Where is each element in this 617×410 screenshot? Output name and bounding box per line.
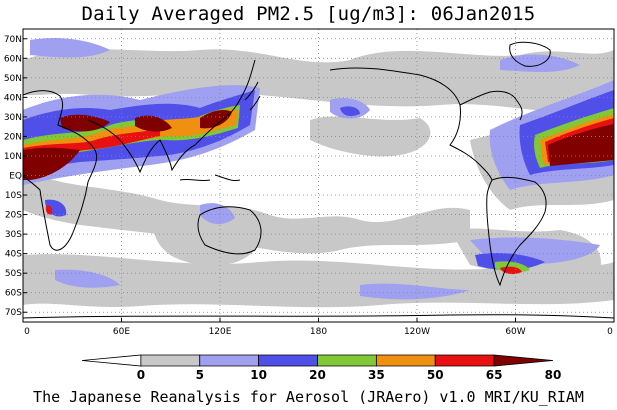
colorbar-label: 35 [368,368,385,382]
colorbar-label: 65 [486,368,503,382]
latitude-label: 20S [5,211,22,221]
pm25-field [23,38,614,308]
latitude-label: 50S [5,269,22,279]
coastlines [23,41,614,319]
colorbar-segment [493,354,554,367]
colorbar-segment [81,354,142,367]
latitude-label: 20N [4,132,22,142]
latitude-label: 30N [4,113,22,123]
latitude-labels: 70N 60N 50N 40N 30N 20N 10N EQ 10S 20S 30S 40S 50S 60… [4,35,27,318]
latitude-label: 60S [5,289,22,299]
field-level-80 [23,110,614,180]
colorbar-segment [140,354,201,367]
longitude-label: 60W [505,327,525,337]
colorbar-segment [434,354,495,367]
colorbar-segment [199,354,260,367]
longitude-labels: 0 60E 120E 180 120W 60W 0 [22,318,615,337]
colorbar-label: 50 [427,368,444,382]
latitude-label: 30S [5,230,22,240]
colorbar-label: 0 [137,368,145,382]
longitude-label: 180 [310,327,327,337]
colorbar-segment [375,354,436,367]
colorbar-segment [317,354,377,367]
latitude-label: 60N [4,54,22,64]
latitude-label: 10N [4,152,22,162]
colorbar-label: 80 [545,368,562,382]
latitude-label: EQ [9,172,22,182]
longitude-label: 0 [607,327,613,337]
graticule [23,29,614,322]
colorbar-label: 20 [309,368,326,382]
longitude-label: 60E [113,327,130,337]
latitude-label: 40S [5,250,22,260]
longitude-label: 120W [404,327,430,337]
colorbar-segment [258,354,318,367]
longitude-label: 120E [209,327,232,337]
colorbar: 0 5 10 20 35 50 65 80 [81,354,562,382]
longitude-label: 0 [24,327,30,337]
colorbar-label: 5 [196,368,204,382]
latitude-label: 70S [5,308,22,318]
colorbar-label: 10 [250,368,267,382]
map-title: Daily Averaged PM2.5 [ug/m3]: 06Jan2015 [81,3,536,25]
footer-credit: The Japanese Reanalysis for Aerosol (JRA… [33,388,584,406]
latitude-label: 50N [4,74,22,84]
latitude-label: 40N [4,93,22,103]
latitude-label: 10S [5,191,22,201]
latitude-label: 70N [4,35,22,45]
